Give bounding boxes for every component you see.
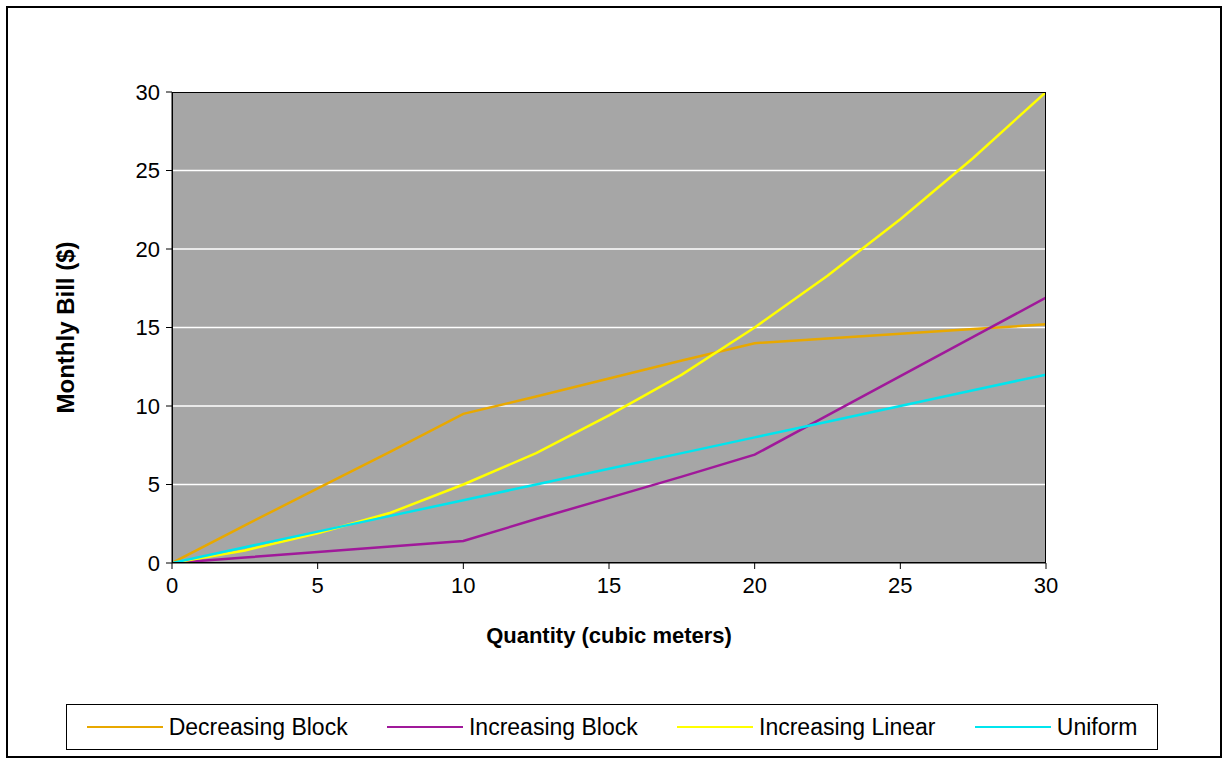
svg-text:20: 20 bbox=[742, 573, 766, 598]
svg-text:Quantity (cubic meters): Quantity (cubic meters) bbox=[486, 623, 732, 648]
svg-text:0: 0 bbox=[148, 551, 160, 576]
svg-text:10: 10 bbox=[136, 394, 160, 419]
svg-text:30: 30 bbox=[1034, 573, 1058, 598]
svg-text:5: 5 bbox=[148, 472, 160, 497]
svg-text:25: 25 bbox=[888, 573, 912, 598]
svg-text:25: 25 bbox=[136, 158, 160, 183]
svg-text:Monthly Bill ($): Monthly Bill ($) bbox=[52, 242, 79, 414]
html-text:Decreasing Block: Decreasing Block bbox=[168, 713, 348, 740]
svg-text:15: 15 bbox=[597, 573, 621, 598]
html-text:Increasing Linear: Increasing Linear bbox=[759, 713, 936, 740]
html-text:Uniform: Uniform bbox=[1056, 713, 1138, 740]
svg-text:20: 20 bbox=[136, 237, 160, 262]
html-text:Increasing Block: Increasing Block bbox=[469, 713, 638, 740]
svg-text:15: 15 bbox=[136, 315, 160, 340]
svg-text:0: 0 bbox=[166, 573, 178, 598]
svg-text:30: 30 bbox=[136, 80, 160, 105]
svg-text:5: 5 bbox=[312, 573, 324, 598]
svg-text:10: 10 bbox=[451, 573, 475, 598]
